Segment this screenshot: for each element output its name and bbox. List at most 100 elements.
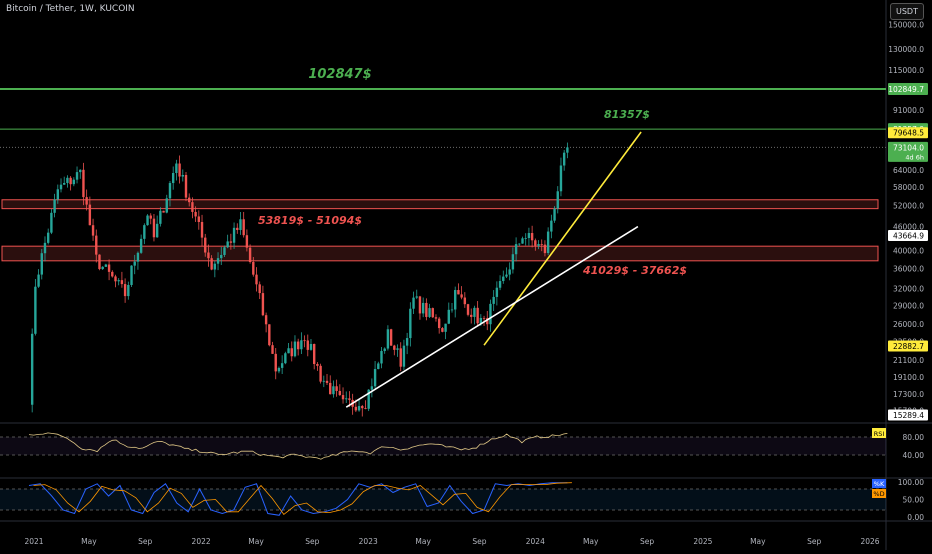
y-tick-label: 40000.0 — [893, 247, 924, 256]
candle-body — [245, 235, 249, 248]
x-tick-label: 2022 — [192, 537, 211, 546]
candle-body — [277, 367, 281, 372]
candle-body — [530, 233, 534, 241]
candle-body — [85, 197, 88, 205]
candle-body — [107, 264, 111, 272]
candle-body — [293, 341, 297, 357]
candle-body — [428, 308, 431, 317]
candle-body — [300, 340, 303, 350]
candle-body — [402, 345, 406, 367]
zone-upper-label: 53819$ - 51094$ — [258, 214, 362, 227]
candle-body — [566, 147, 569, 153]
candle-body — [175, 163, 178, 173]
candle-body — [380, 351, 383, 364]
candle-body — [431, 308, 434, 318]
candle-body — [489, 303, 492, 325]
y-tick-label: 58000.0 — [893, 183, 924, 192]
candle-body — [75, 172, 79, 180]
candle-body — [556, 191, 559, 209]
candle-body — [98, 254, 101, 270]
candle-body — [123, 284, 127, 297]
y-tick-label: 26000.0 — [893, 320, 924, 329]
candle-body — [69, 177, 72, 185]
candle-body — [95, 235, 98, 255]
candle-body — [120, 280, 124, 285]
candle-body — [284, 353, 287, 364]
candle-body — [511, 254, 515, 270]
rsi-badge — [872, 428, 886, 438]
candle-body — [447, 309, 450, 324]
candle-body — [505, 274, 508, 277]
y-tick-label: 52000.0 — [893, 202, 924, 211]
candle-body — [508, 269, 511, 275]
stoch-band — [0, 489, 886, 510]
candle-body — [373, 369, 377, 387]
y-tick-label: 36000.0 — [893, 265, 924, 274]
candle-body — [370, 386, 374, 390]
candle-body — [421, 302, 425, 314]
trendline-white — [345, 225, 639, 408]
x-tick-label: 2021 — [24, 537, 43, 546]
candle-body — [287, 348, 290, 354]
candle-body — [229, 241, 233, 243]
candle-body — [188, 197, 191, 203]
x-tick-label: 2025 — [693, 537, 712, 546]
candle-body — [258, 284, 261, 294]
price-tag — [888, 127, 928, 139]
candle-body — [329, 382, 332, 395]
candle-body — [476, 307, 479, 324]
candle-body — [543, 244, 547, 254]
candle-body — [498, 281, 502, 288]
candle-body — [149, 215, 152, 219]
candle-body — [495, 287, 499, 297]
candle-body — [146, 215, 149, 226]
candle-body — [207, 252, 210, 259]
candle-body — [354, 406, 358, 411]
candle-body — [261, 293, 265, 316]
candle-body — [223, 247, 226, 255]
candle-body — [290, 348, 293, 357]
stoch-axis-label: 50.00 — [903, 496, 925, 505]
candle-body — [316, 364, 319, 366]
candle-body — [514, 244, 518, 255]
candle-body — [383, 348, 386, 352]
candle-body — [418, 296, 422, 314]
y-tick-label: 64000.0 — [893, 166, 924, 175]
candle-body — [56, 189, 60, 200]
price-tag-label: 15289.4 — [893, 411, 924, 420]
candle-body — [255, 274, 258, 285]
candle-body — [386, 329, 390, 349]
candle-body — [239, 219, 242, 231]
rsi-line — [28, 432, 568, 460]
candle-body — [444, 323, 447, 332]
candle-body — [325, 380, 329, 383]
candle-body — [264, 315, 268, 325]
stoch-axis-label: 0.00 — [907, 513, 924, 522]
candle-body — [357, 406, 361, 411]
x-tick-label: May — [583, 537, 599, 546]
candle-body — [527, 233, 531, 239]
price-tag — [888, 409, 928, 421]
candle-body — [130, 265, 133, 285]
x-tick-label: Sep — [305, 537, 319, 546]
y-tick-label: 46000.0 — [893, 223, 924, 232]
stoch-k-badge — [872, 479, 886, 488]
candle-body — [319, 365, 322, 382]
candle-body — [34, 286, 37, 334]
candle-body — [562, 152, 566, 166]
y-tick-label: 21100.0 — [893, 356, 924, 365]
candle-body — [412, 297, 415, 309]
candle-body — [139, 238, 143, 253]
currency-button[interactable]: USDT — [890, 3, 924, 20]
candle-body — [194, 211, 197, 217]
candle-body — [338, 390, 342, 396]
candle-body — [309, 343, 313, 350]
candle-body — [518, 243, 521, 245]
candle-body — [396, 348, 399, 350]
x-tick-label: 2023 — [359, 537, 378, 546]
candle-body — [268, 324, 271, 346]
candle-body — [364, 408, 367, 409]
support-zone — [1, 199, 879, 210]
